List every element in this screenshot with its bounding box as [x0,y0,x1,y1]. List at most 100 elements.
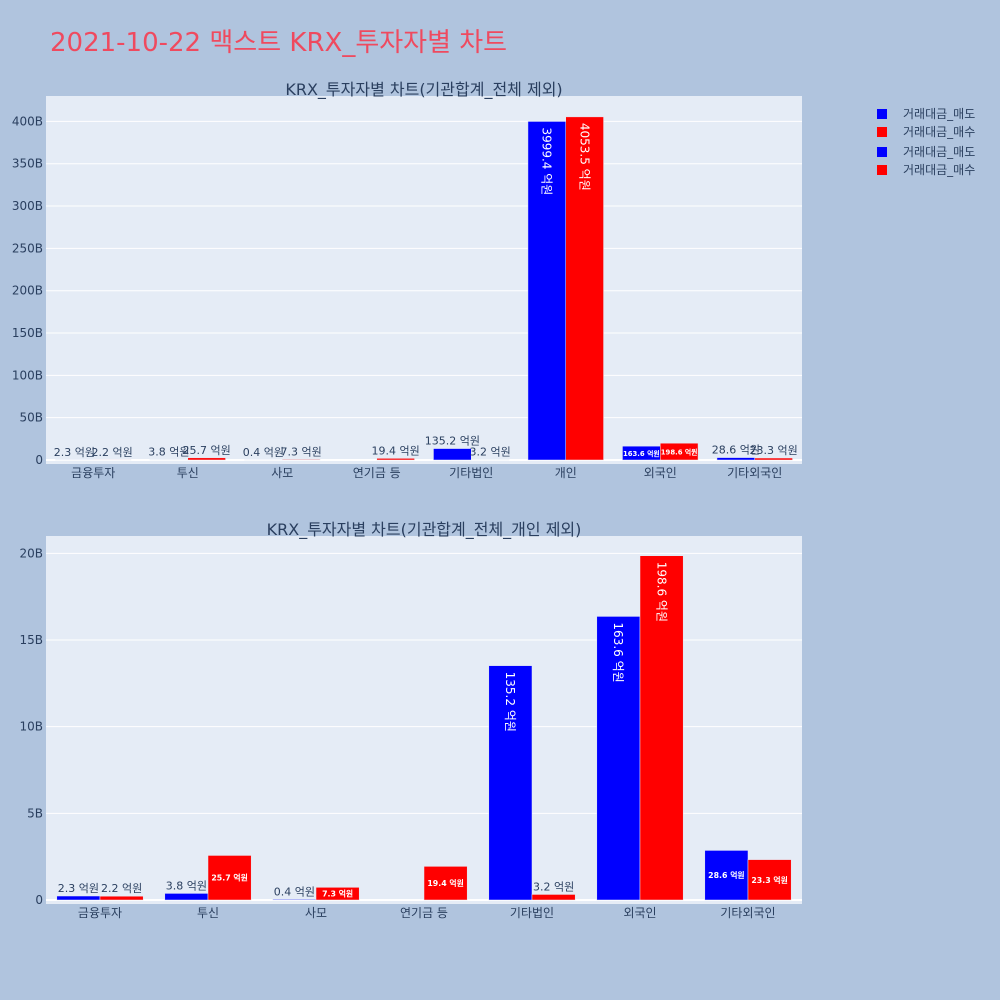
chart-2: KRX_투자자별 차트(기관합계_전체_개인 제외) 2.3 억원 2.2 억원 3… [19,520,802,920]
x-tick-label: 기타외국인 [720,906,775,920]
bar-value-label: 19.4 억원 [372,444,420,457]
bar-value-label: 2.2 억원 [92,446,133,459]
y-tick-label: 100B [12,368,43,382]
legend-swatch [877,147,887,157]
bar-value-label: 23.3 억원 [750,444,798,457]
bar-value-label: 135.2 억원 [503,672,517,732]
bar-value-label: 3.2 억원 [470,446,511,459]
x-tick-label: 연기금 등 [353,466,401,480]
legend-swatch [877,109,887,119]
bar[interactable] [423,866,468,901]
bar-value-label: 7.3 억원 [281,445,322,458]
bar-value-label: 198.6 억원 [654,562,668,622]
y-tick-label: 50B [19,411,43,425]
x-tick-label: 금융투자 [78,906,122,920]
legend-label: 거래대금_매수 [903,125,975,139]
bar[interactable] [376,458,415,461]
bar[interactable] [754,457,793,461]
y-tick-label: 10B [19,720,43,734]
bar-value-label: 135.2 억원 [425,435,480,448]
y-tick-label: 0 [35,893,43,907]
bar[interactable] [747,859,792,901]
chart-title: KRX_투자자별 차트(기관합계_전체_개인 제외) [267,520,582,540]
bar[interactable] [207,855,252,901]
y-tick-label: 150B [12,326,43,340]
bar-value-label: 2.2 억원 [101,882,142,895]
x-tick-label: 외국인 [644,466,677,480]
bar[interactable] [433,448,472,461]
bar-value-label: 28.6 억원 [712,444,760,457]
plot-area [46,96,802,464]
bar[interactable] [272,899,317,901]
bar[interactable] [596,616,641,901]
bar-value-label: 7.3 억원 [322,889,353,899]
bar-value-label: 28.6 억원 [708,870,745,880]
x-tick-label: 기타법인 [449,466,493,480]
x-tick-label: 투신 [177,466,199,480]
y-tick-label: 5B [27,806,43,820]
bar-value-label: 3999.4 억원 [540,127,554,195]
y-tick-label: 20B [19,546,43,560]
legend-swatch [877,127,887,137]
y-tick-label: 400B [12,114,43,128]
y-tick-label: 350B [12,157,43,171]
legend-label: 거래대금_매도 [903,107,975,121]
bar-value-label: 0.4 억원 [274,885,315,898]
legend-label: 거래대금_매도 [903,145,975,159]
chart-1: KRX_투자자별 차트(기관합계_전체 제외) 2.3 억원2.2 억원 3.8 … [12,80,802,480]
plot-area [46,536,802,904]
bar-value-label: 23.3 억원 [751,875,788,885]
bar-value-label: 0.4 억원 [243,446,284,459]
legend[interactable]: 거래대금_매도 거래대금_매수 거래대금_매도 거래대금_매수 [877,107,975,177]
legend-item[interactable]: 거래대금_매수 [877,163,975,177]
page-title: 2021-10-22 맥스트 KRX_투자자별 차트 [50,28,508,58]
bar-value-label: 4053.5 억원 [577,123,591,191]
chart-title: KRX_투자자별 차트(기관합계_전체 제외) [285,80,562,100]
bar[interactable] [187,457,226,461]
x-tick-label: 기타외국인 [727,466,782,480]
x-tick-label: 금융투자 [71,466,115,480]
bar[interactable] [527,121,567,461]
y-tick-label: 250B [12,241,43,255]
bar[interactable] [56,895,101,901]
bar-value-label: 198.6 억원 [661,448,698,457]
y-tick-label: 200B [12,284,43,298]
y-tick-label: 15B [19,633,43,647]
bar[interactable] [639,555,684,901]
bar[interactable] [704,850,749,901]
bar[interactable] [716,457,756,461]
bar-value-label: 3.2 억원 [533,880,574,893]
x-tick-label: 기타법인 [510,906,554,920]
x-tick-label: 사모 [271,466,293,480]
x-tick-label: 투신 [197,906,219,920]
bar[interactable] [164,893,209,901]
bar[interactable] [99,895,144,901]
bar[interactable] [282,459,321,461]
x-tick-label: 개인 [555,466,577,480]
x-tick-label: 사모 [305,906,327,920]
legend-item[interactable]: 거래대금_매도 [877,145,975,159]
bar-value-label: 3.8 억원 [148,446,189,459]
bar[interactable] [531,894,576,901]
y-tick-label: 0 [35,453,43,467]
legend-item[interactable]: 거래대금_매도 [877,107,975,121]
bar-value-label: 25.7 억원 [211,873,248,883]
bar[interactable] [565,116,604,461]
bar[interactable] [488,665,533,901]
bar-value-label: 19.4 억원 [427,878,464,888]
bar-value-label: 2.3 억원 [54,446,95,459]
bar-value-label: 163.6 억원 [611,622,625,682]
bar[interactable] [660,442,699,461]
x-tick-label: 연기금 등 [400,906,448,920]
y-tick-label: 300B [12,199,43,213]
bar-value-label: 25.7 억원 [183,444,231,457]
bar-value-label: 3.8 억원 [166,879,207,892]
bar[interactable] [315,887,360,901]
x-tick-label: 외국인 [623,906,656,920]
legend-item[interactable]: 거래대금_매수 [877,125,975,139]
bar-value-label: 2.3 억원 [58,882,99,895]
legend-swatch [877,165,887,175]
legend-label: 거래대금_매수 [903,163,975,177]
bar-value-label: 163.6 억원 [623,449,660,458]
